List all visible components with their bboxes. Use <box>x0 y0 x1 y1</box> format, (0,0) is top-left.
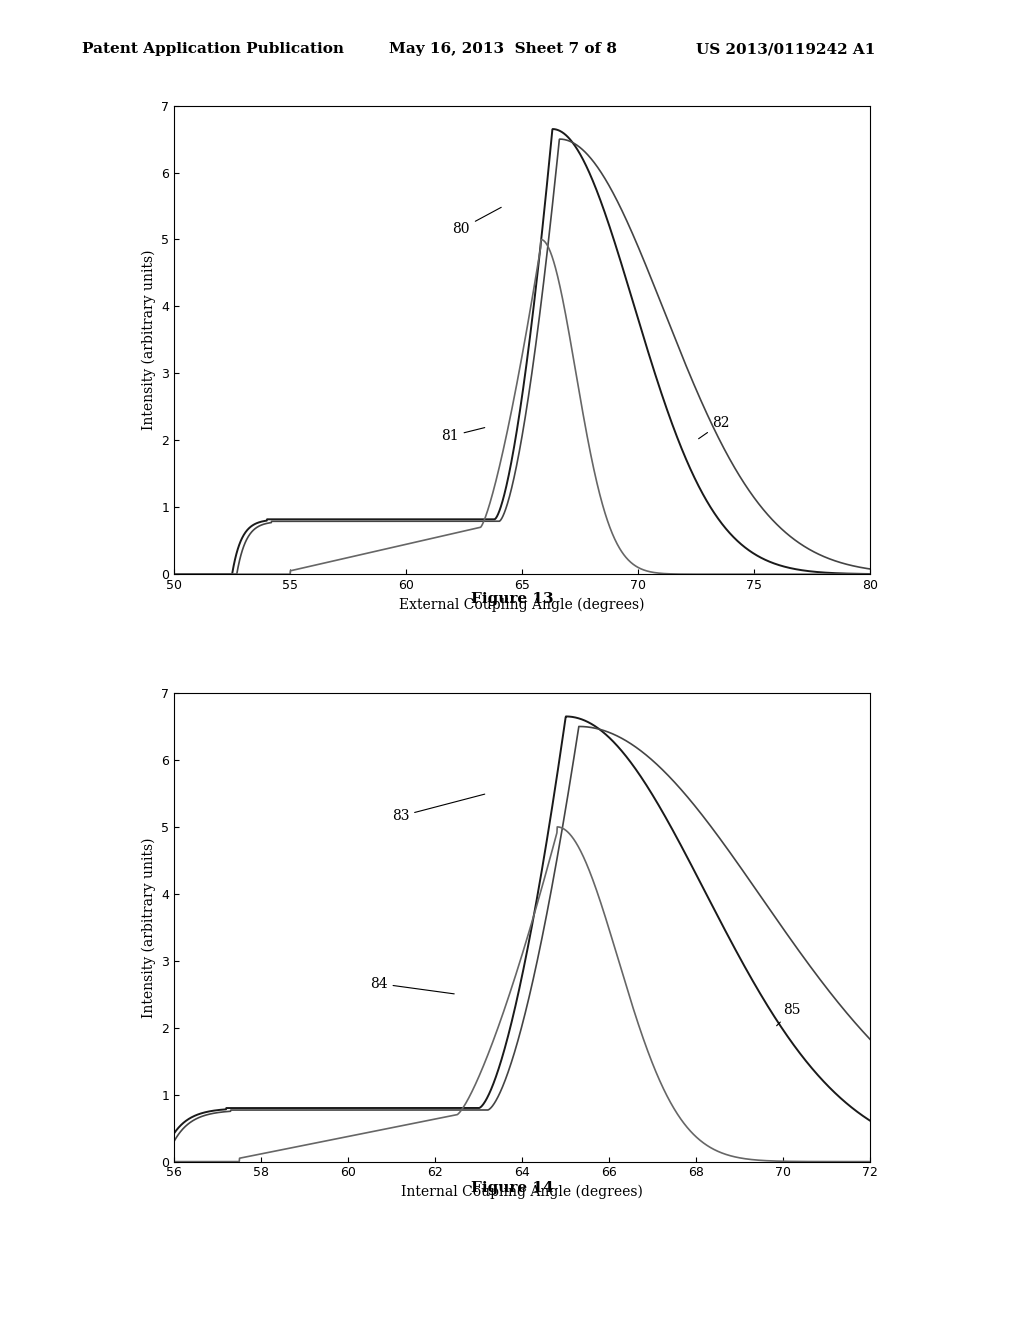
Text: 83: 83 <box>391 795 484 824</box>
Text: US 2013/0119242 A1: US 2013/0119242 A1 <box>696 42 876 57</box>
Y-axis label: Intensity (arbitrary units): Intensity (arbitrary units) <box>141 837 156 1018</box>
Text: Figure 13: Figure 13 <box>471 593 553 606</box>
Text: 84: 84 <box>370 977 455 994</box>
Text: 85: 85 <box>776 1003 801 1026</box>
Text: 82: 82 <box>698 416 730 438</box>
Text: May 16, 2013  Sheet 7 of 8: May 16, 2013 Sheet 7 of 8 <box>389 42 617 57</box>
Text: 80: 80 <box>453 207 501 236</box>
Text: Patent Application Publication: Patent Application Publication <box>82 42 344 57</box>
X-axis label: External Coupling Angle (degrees): External Coupling Angle (degrees) <box>399 598 645 612</box>
Y-axis label: Intensity (arbitrary units): Intensity (arbitrary units) <box>141 249 156 430</box>
Text: Figure 14: Figure 14 <box>471 1181 553 1195</box>
X-axis label: Internal Coupling Angle (degrees): Internal Coupling Angle (degrees) <box>401 1185 643 1200</box>
Text: 81: 81 <box>441 428 484 444</box>
